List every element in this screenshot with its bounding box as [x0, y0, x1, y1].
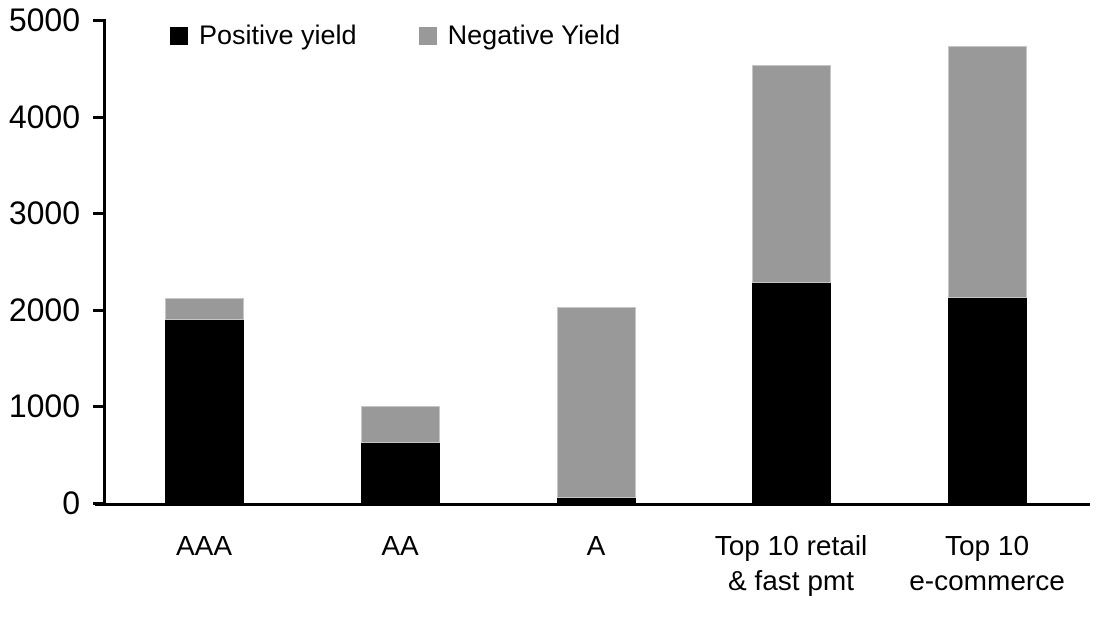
bar-segment-negative-yield-0 [164, 298, 244, 321]
bar-segment-negative-yield-1 [360, 406, 440, 444]
legend-label-positive-yield: Positive yield [199, 20, 357, 50]
bar-segment-negative-yield-2 [556, 306, 636, 499]
y-axis-label-5000: 5000 [8, 2, 80, 38]
bar-segment-positive-yield-0 [164, 320, 244, 503]
x-axis-label-3: Top 10 retail & fast pmt [714, 530, 868, 596]
bar-segment-positive-yield-3 [751, 282, 831, 503]
bar-segment-positive-yield-4 [947, 298, 1027, 503]
y-axis-tick-0 [93, 502, 103, 505]
bar-segment-positive-yield-1 [360, 443, 440, 503]
y-axis-tick-5000 [93, 19, 103, 22]
y-axis-line [103, 19, 106, 506]
y-axis-label-1000: 1000 [8, 388, 80, 425]
y-axis-label-4000: 4000 [8, 98, 80, 135]
x-axis-label-4: Top 10 e-commerce [909, 530, 1065, 596]
legend-label-negative-yield: Negative Yield [447, 20, 621, 50]
y-axis-label-2000: 2000 [8, 291, 80, 328]
x-axis-label-2: A [586, 530, 606, 561]
y-axis-tick-1000 [93, 405, 103, 409]
bar-segment-negative-yield-3 [751, 65, 831, 283]
bar-segment-positive-yield-2 [556, 498, 636, 503]
y-axis-tick-3000 [93, 212, 103, 216]
legend-swatch-positive-yield-icon [170, 26, 188, 45]
x-axis-label-1: AA [381, 530, 419, 561]
y-axis-label-0: 0 [62, 485, 80, 521]
legend-swatch-negative-yield-icon [418, 26, 437, 45]
legend-item-positive-yield: Positive yield [170, 20, 357, 51]
y-axis-label-3000: 3000 [8, 195, 80, 232]
legend-item-negative-yield: Negative Yield [418, 20, 621, 51]
legend: Positive yield Negative Yield [170, 20, 620, 51]
x-axis-line [95, 503, 1090, 506]
bar-segment-negative-yield-4 [947, 46, 1027, 299]
x-axis-label-0: AAA [175, 530, 233, 561]
y-axis-tick-4000 [93, 115, 103, 119]
y-axis-tick-2000 [93, 308, 103, 312]
